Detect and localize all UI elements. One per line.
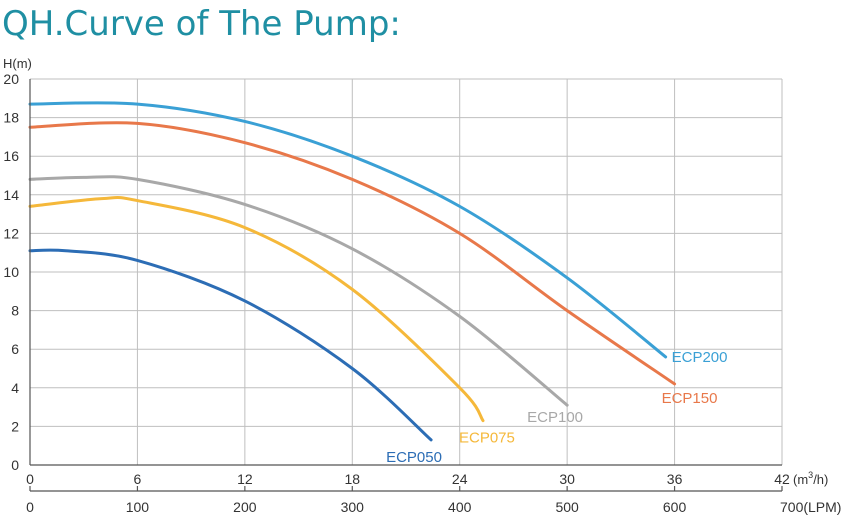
x-axis-label-lpm: 700(LPM) [780,499,841,515]
x-axis-label-m3h: (m3/h) [793,470,828,487]
x-tick-label-lpm: 500 [555,499,579,515]
series-curve-ecp050 [28,248,433,442]
series-curve-ecp100 [28,175,569,407]
x-tick-label-m3h: 36 [667,471,683,487]
x-tick-label-m3h: 24 [452,471,468,487]
series-label-ecp150: ECP150 [662,390,718,407]
y-tick-label: 18 [3,110,19,126]
x-tick-label-lpm: 0 [26,499,34,515]
series-label-ecp075: ECP075 [459,430,515,447]
series-curve-ecp150 [28,121,677,386]
y-axis-label: H(m) [3,56,32,71]
series-curve-ecp200 [28,101,668,359]
x-tick-label-m3h: 12 [237,471,253,487]
series-label-ecp100: ECP100 [527,409,583,426]
y-tick-label: 14 [3,187,19,203]
series-layer: ECP050 ECP075 ECP100 ECP150 ECP200 [28,101,728,466]
x-tick-label-m3h: 6 [134,471,142,487]
x-tick-label-lpm: 600 [663,499,687,515]
chart-title: QH.Curve of The Pump: [2,4,401,44]
x-tick-label-lpm: 100 [126,499,150,515]
y-tick-label: 6 [11,341,19,357]
y-tick-label: 16 [3,148,19,164]
y-tick-label: 4 [11,380,19,396]
y-tick-label: 10 [3,264,19,280]
series-curve-ecp075 [28,195,485,423]
y-tick-label: 12 [3,225,19,241]
y-tick-label: 0 [11,457,19,473]
x-tick-label-m3h: 18 [344,471,360,487]
y-tick-label: 20 [3,71,19,87]
series-label-ecp050: ECP050 [386,449,442,466]
x-tick-label-lpm: 300 [341,499,365,515]
x-tick-label-lpm: 200 [233,499,257,515]
x-tick-label-m3h: 30 [559,471,575,487]
x-tick-label-m3h: 42 [774,471,790,487]
grid [29,78,783,466]
y-tick-label: 2 [11,418,19,434]
y-tick-label: 8 [11,303,19,319]
x-tick-label-lpm: 400 [448,499,472,515]
x-tick-label-m3h: 0 [26,471,34,487]
series-label-ecp200: ECP200 [672,349,728,366]
